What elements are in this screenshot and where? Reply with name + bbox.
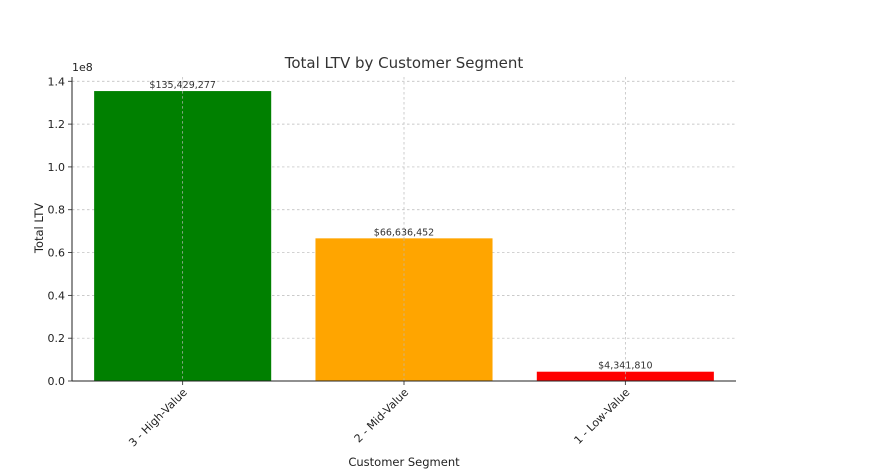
x-tick-label: 2 - Mid-Value <box>352 386 412 446</box>
bar-value-label: $4,341,810 <box>598 361 652 372</box>
y-tick-label: 0.8 <box>48 204 66 217</box>
y-tick-label: 0.0 <box>48 375 66 388</box>
bars <box>94 91 714 382</box>
y-axis-offset-label: 1e8 <box>72 61 93 74</box>
y-axis-ticks: 0.0 0.2 0.4 0.6 0.8 1.0 1.2 1.4 <box>48 75 72 388</box>
y-tick-label: 1.0 <box>48 161 66 174</box>
bar-value-label: $135,429,277 <box>149 80 215 91</box>
y-tick-label: 0.6 <box>48 247 66 260</box>
chart-title: Total LTV by Customer Segment <box>284 54 524 72</box>
y-axis-label: Total LTV <box>32 203 46 254</box>
y-tick-label: 0.2 <box>48 332 66 345</box>
x-axis-ticks: 3 - High-Value 2 - Mid-Value 1 - Low-Value <box>126 381 633 450</box>
y-tick-label: 0.4 <box>48 289 66 302</box>
bar <box>536 371 714 381</box>
x-tick-label: 1 - Low-Value <box>572 386 633 447</box>
bar-value-label: $66,636,452 <box>374 227 434 238</box>
y-tick-label: 1.4 <box>48 75 66 88</box>
y-tick-label: 1.2 <box>48 118 66 131</box>
bar-value-labels: $135,429,277 $66,636,452 $4,341,810 <box>149 80 653 381</box>
x-tick-label: 3 - High-Value <box>126 386 190 450</box>
x-axis-label: Customer Segment <box>348 455 460 469</box>
